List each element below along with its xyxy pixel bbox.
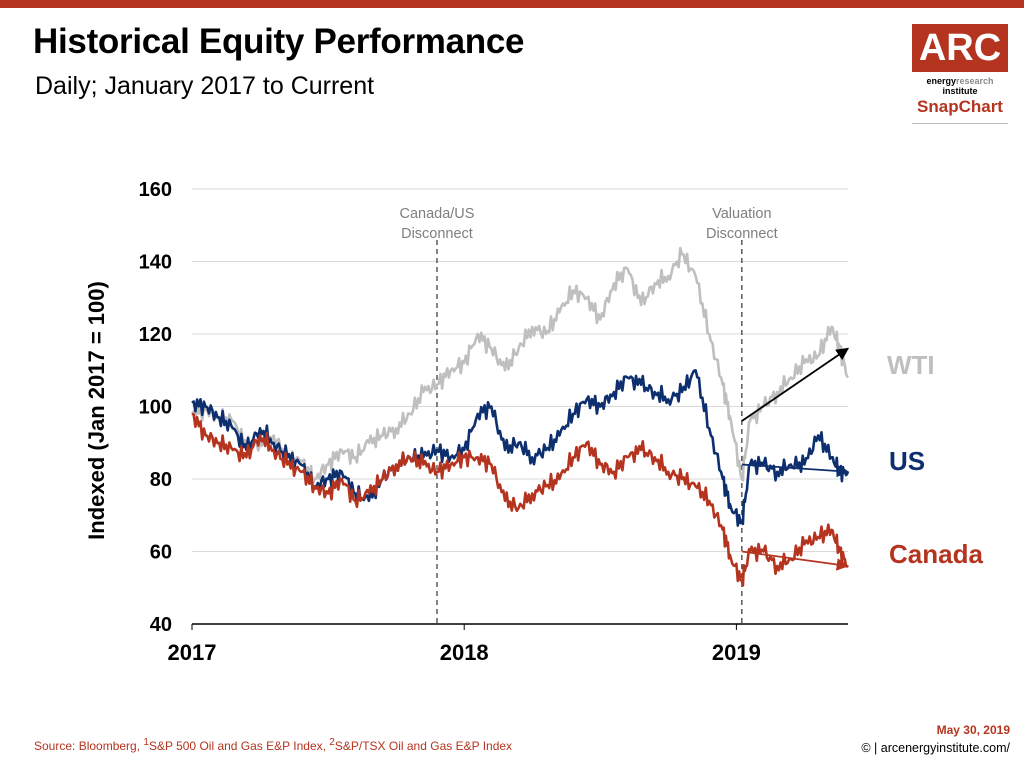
top-accent-bar xyxy=(0,0,1024,8)
series-line-wti xyxy=(190,246,850,486)
source-prefix: Source: Bloomberg, xyxy=(34,739,144,753)
logo-tagline-1: energyresearch xyxy=(912,76,1008,86)
y-tick-label: 80 xyxy=(150,469,172,491)
logo-tagline-bold: energy xyxy=(926,76,956,86)
logo-tagline-light: research xyxy=(955,76,994,86)
logo-mark: ARC xyxy=(912,24,1008,72)
series-label-wti: WTI xyxy=(887,350,935,380)
trend-arrow-canada xyxy=(741,550,850,571)
series-label-us: US xyxy=(889,446,925,476)
trend-arrow-wti xyxy=(741,347,850,422)
source-footnote-2: 2 xyxy=(329,737,335,748)
arc-snapchart-logo: ARC energyresearch institute SnapChart xyxy=(912,24,1008,128)
series-line-canada xyxy=(191,412,849,587)
x-tick-label: 2018 xyxy=(440,640,489,665)
publication-date: May 30, 2019 xyxy=(936,723,1010,737)
disconnect-annotation-text: Valuation xyxy=(712,206,771,222)
trend-arrow-us xyxy=(741,463,850,478)
copyright-link[interactable]: © | arcenergyinstitute.com/ xyxy=(861,741,1010,755)
logo-tagline-2: institute xyxy=(942,86,978,96)
disconnect-annotation-text: Disconnect xyxy=(401,226,473,242)
series-label-canada: Canada xyxy=(889,539,983,569)
series-line-us xyxy=(191,368,850,527)
logo-product-name: SnapChart xyxy=(917,97,1003,116)
page-title: Historical Equity Performance xyxy=(33,22,525,61)
logo-divider xyxy=(912,123,1008,124)
source-note: Source: Bloomberg, 1S&P 500 Oil and Gas … xyxy=(34,737,512,753)
y-tick-label: 140 xyxy=(139,252,172,274)
page-subtitle: Daily; January 2017 to Current xyxy=(35,72,375,100)
y-tick-label: 40 xyxy=(150,614,172,636)
disconnect-annotation-text: Canada/US xyxy=(399,206,474,222)
source-index-2: S&P/TSX Oil and Gas E&P Index xyxy=(334,739,513,753)
x-tick-label: 2017 xyxy=(168,640,217,665)
y-tick-label: 160 xyxy=(139,179,172,201)
y-tick-label: 60 xyxy=(150,542,172,564)
y-tick-label: 100 xyxy=(139,397,172,419)
y-axis-label: Indexed (Jan 2017 = 100) xyxy=(84,281,109,540)
y-tick-label: 120 xyxy=(139,324,172,346)
disconnect-annotation-text: Disconnect xyxy=(706,226,778,242)
x-tick-label: 2019 xyxy=(712,640,761,665)
source-footnote-1: 1 xyxy=(143,737,149,748)
source-index-1: S&P 500 Oil and Gas E&P Index, xyxy=(148,739,330,753)
